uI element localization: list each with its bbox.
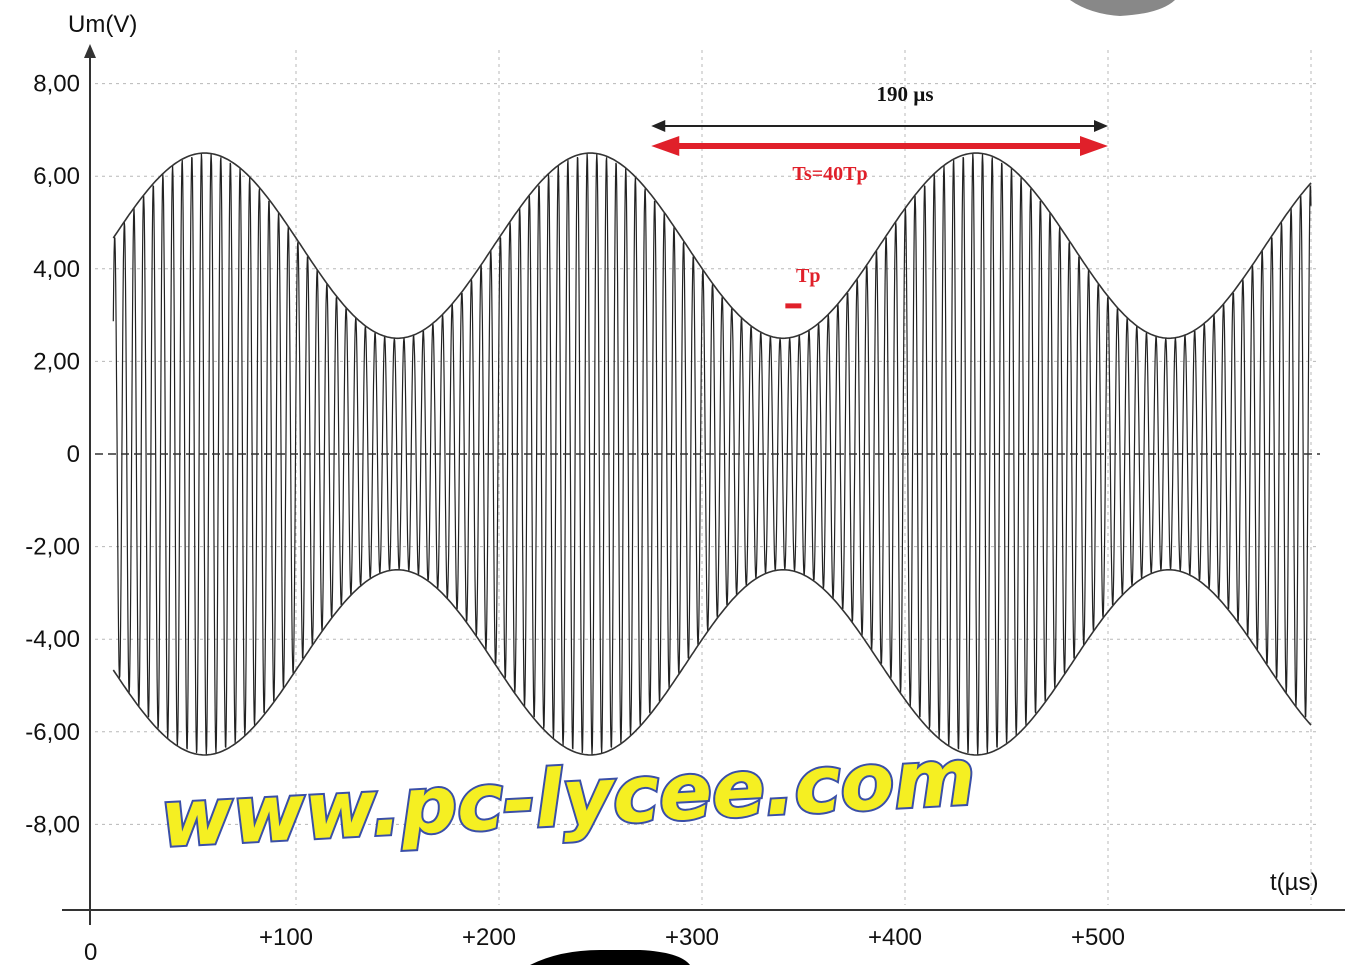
tick-labels: 8,00 6,00 4,00 2,00 0 -2,00 -4,00 -6,00 -8,00 +10…: [25, 71, 1125, 951]
y-axis-arrow: [84, 44, 96, 58]
x-tick-label: +500: [1071, 924, 1125, 951]
ts-arrow-head-right: [1080, 136, 1108, 156]
watermark: www.pc-lycee.com: [156, 731, 979, 868]
y-tick-label: 2,00: [33, 348, 80, 375]
y-tick-label: -4,00: [25, 626, 80, 653]
ts-arrow-head-left: [651, 136, 680, 156]
y-axis-title: Um(V): [68, 11, 137, 38]
x-tick-label: +300: [665, 924, 719, 951]
y-tick-label: -8,00: [25, 811, 80, 838]
x-origin-label: 0: [84, 939, 97, 965]
annotations: 190 µs Ts=40Tp Tp: [651, 82, 1108, 309]
ts-ratio-label: Ts=40Tp: [792, 163, 867, 185]
watermark-text: www.pc-lycee.com: [158, 733, 977, 866]
y-tick-label: 6,00: [33, 163, 80, 190]
x-axis-title: t(µs): [1270, 869, 1318, 896]
envelope-upper: [112, 152, 1312, 340]
tp-label: Tp: [796, 265, 820, 287]
x-tick-label: +200: [462, 924, 516, 951]
bottom-blob-decoration: [530, 950, 690, 965]
y-tick-label: 4,00: [33, 256, 80, 283]
period-arrow-head-right: [1094, 120, 1108, 132]
x-tick-label: +400: [868, 924, 922, 951]
period-label: 190 µs: [876, 82, 933, 106]
x-tick-label: +100: [259, 924, 313, 951]
y-tick-label: -2,00: [25, 534, 80, 561]
y-tick-label: 8,00: [33, 71, 80, 98]
envelope-lower: [112, 569, 1312, 756]
period-arrow-head-left: [651, 120, 666, 132]
signal-line: [112, 153, 1312, 755]
signal-series: [112, 152, 1312, 756]
axes: [62, 44, 1345, 925]
y-tick-label: 0: [67, 441, 80, 468]
top-right-decoration: [1070, 0, 1175, 16]
y-tick-label: -6,00: [25, 719, 80, 746]
